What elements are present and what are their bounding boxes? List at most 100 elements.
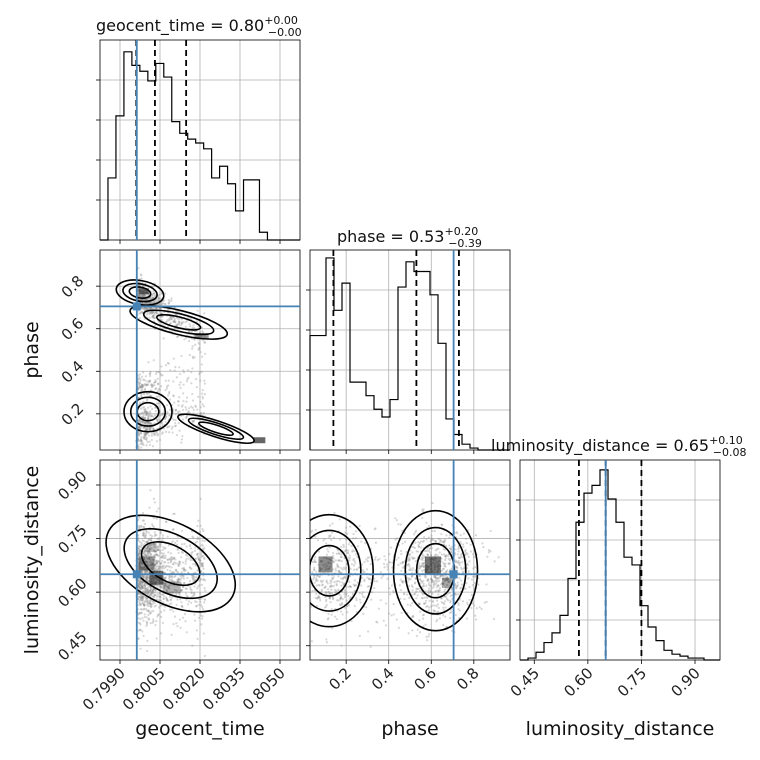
sample-point [421, 562, 424, 565]
sample-point [431, 580, 434, 583]
sample-point [139, 566, 142, 570]
sample-point [352, 537, 355, 540]
sample-point [262, 571, 264, 573]
sample-point [164, 520, 168, 523]
sample-point [141, 383, 144, 387]
sample-point [145, 548, 148, 551]
sample-point [306, 582, 308, 584]
sample-point [140, 392, 143, 396]
sample-point [138, 582, 141, 586]
sample-point [443, 578, 446, 581]
sample-point [139, 442, 142, 446]
sample-point [142, 603, 145, 606]
sample-point [143, 571, 146, 574]
sample-point [191, 421, 195, 424]
sample-point [315, 592, 318, 595]
sample-point [157, 387, 160, 391]
sample-point [141, 385, 144, 388]
sample-point [141, 420, 144, 424]
sample-point [357, 566, 361, 569]
sample-point [187, 407, 191, 410]
sample-point [353, 604, 356, 608]
sample-point [157, 567, 160, 570]
sample-point [324, 606, 327, 609]
sample-point [138, 373, 142, 376]
sample-point [348, 580, 351, 584]
sample-point [145, 436, 148, 440]
sample-point [149, 594, 152, 597]
sample-point [163, 586, 166, 590]
sample-point [203, 654, 207, 658]
sample-point [143, 587, 146, 590]
sample-point [487, 551, 490, 554]
panel-frame [309, 459, 511, 661]
sample-point [444, 586, 447, 589]
sample-point [137, 637, 140, 640]
sample-point [153, 531, 156, 534]
sample-point [329, 557, 332, 561]
sample-point [145, 410, 148, 413]
sample-point [148, 547, 151, 550]
sample-point [431, 580, 434, 583]
sample-point [139, 596, 143, 599]
sample-point [142, 584, 146, 587]
sample-point [156, 548, 159, 552]
sample-point [138, 583, 141, 586]
sample-point [140, 437, 143, 440]
density-cell [146, 542, 157, 553]
sample-point [139, 560, 142, 563]
sample-point [156, 312, 160, 315]
sample-point [200, 555, 204, 558]
sample-point [374, 541, 378, 544]
sample-point [148, 589, 151, 592]
sample-point [149, 603, 153, 606]
sample-point [142, 295, 146, 298]
sample-point [355, 584, 358, 587]
sample-point [423, 549, 427, 553]
sample-point [152, 542, 155, 545]
sample-point [308, 599, 310, 601]
sample-point [461, 600, 465, 603]
sample-point [324, 595, 327, 599]
sample-point [142, 569, 145, 572]
sample-point [456, 532, 459, 535]
sample-point [198, 371, 202, 374]
sample-point [159, 556, 162, 559]
sample-point [487, 548, 491, 552]
sample-point [177, 400, 180, 403]
sample-point [179, 324, 182, 327]
sample-point [317, 550, 321, 553]
sample-point [314, 579, 318, 582]
sample-point [321, 583, 324, 586]
xtick-label-luminosity-distance: 0.90 [667, 664, 703, 700]
sample-point [147, 531, 150, 534]
sample-point [199, 400, 202, 404]
sample-point [156, 390, 160, 393]
sample-point [425, 521, 428, 524]
sample-point [143, 565, 146, 569]
sample-point [142, 294, 145, 297]
sample-point [201, 528, 204, 531]
sample-point [138, 540, 142, 544]
sample-point [137, 457, 139, 459]
sample-point [139, 604, 142, 607]
sample-point [154, 406, 157, 409]
sample-point [304, 592, 306, 594]
sample-point [141, 298, 144, 301]
sample-point [429, 585, 432, 588]
sample-point [307, 619, 309, 621]
sample-point [152, 428, 155, 431]
density-shading [138, 288, 266, 444]
sample-point [164, 388, 167, 392]
sample-point [156, 615, 159, 618]
sample-point [432, 609, 435, 612]
sample-point [347, 603, 351, 607]
sample-point [474, 566, 477, 569]
sample-point [182, 568, 185, 571]
sample-point [201, 539, 204, 542]
sample-point [442, 561, 445, 565]
sample-point [139, 647, 142, 650]
sample-point [148, 551, 151, 555]
xlabel-phase: phase [381, 718, 438, 740]
sample-point [140, 387, 143, 390]
